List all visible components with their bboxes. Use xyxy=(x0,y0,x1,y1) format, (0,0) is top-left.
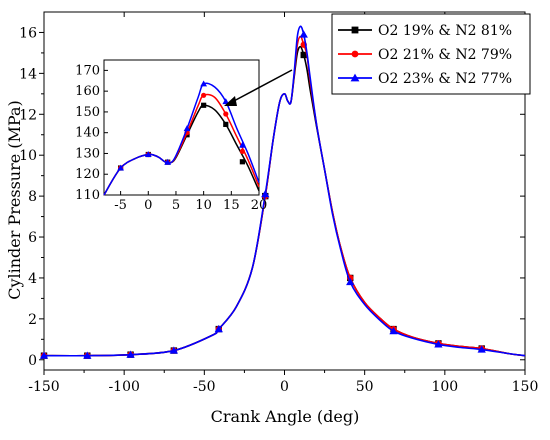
data-point xyxy=(83,351,92,359)
inset-data-point xyxy=(201,92,207,98)
inset-x-tick-label: 5 xyxy=(172,198,180,213)
main-series xyxy=(39,25,526,359)
x-tick-label: 150 xyxy=(512,379,539,395)
data-point xyxy=(477,345,486,353)
data-point xyxy=(346,277,355,286)
inset-x-tick-label: 20 xyxy=(251,198,268,213)
inset-data-point xyxy=(239,141,246,148)
inset-data-point xyxy=(239,148,245,154)
data-point xyxy=(261,189,270,198)
series-line xyxy=(43,25,526,357)
x-tick-label: -100 xyxy=(108,379,139,395)
inset-chart: -5 0 5 10 15 20 110 120 130 140 150 160 170 xyxy=(75,59,268,213)
data-point xyxy=(214,324,223,333)
y-tick-label: 2 xyxy=(28,312,37,328)
inset-x-tick-label: 0 xyxy=(144,198,152,213)
inset-frame xyxy=(103,59,260,196)
data-point xyxy=(169,346,179,354)
annotation-arrow xyxy=(224,69,293,106)
legend-marker xyxy=(351,26,359,34)
inset-series-line xyxy=(103,82,260,196)
inset-axes: -5 0 5 10 15 20 110 120 130 140 150 160 170 xyxy=(75,59,268,213)
inset-y-tick-label: 160 xyxy=(75,84,100,99)
y-axis-title: Cylinder Pressure (MPa) xyxy=(5,100,24,300)
inset-y-tick-label: 130 xyxy=(75,146,100,161)
inset-y-tick-label: 170 xyxy=(75,63,100,78)
inset-data-point xyxy=(201,102,207,108)
x-tick-label: 0 xyxy=(280,379,289,395)
inset-x-tick-label: 10 xyxy=(195,198,212,213)
legend-marker xyxy=(351,50,359,58)
legend-label: O2 23% & N2 77% xyxy=(378,71,512,87)
inset-y-tick-label: 140 xyxy=(75,126,100,141)
inset-y-tick-label: 150 xyxy=(75,105,100,120)
y-tick-label: 0 xyxy=(28,353,37,369)
legend-label: O2 21% & N2 79% xyxy=(378,47,512,63)
inset-data-point xyxy=(200,80,208,87)
y-tick-label: 12 xyxy=(19,107,37,123)
inset-data-point xyxy=(144,151,152,158)
legend-item-o2-19-n2-81: O2 19% & N2 81% xyxy=(338,23,512,39)
inset-series xyxy=(103,80,260,196)
y-tick-label: 10 xyxy=(19,148,37,164)
legend-item-o2-21-n2-79: O2 21% & N2 79% xyxy=(338,47,512,63)
inset-y-tick-label: 120 xyxy=(75,167,100,182)
x-tick-label: -150 xyxy=(28,379,59,395)
series-o2-23-n2-77 xyxy=(39,25,526,359)
inset-data-point xyxy=(183,125,191,132)
y-tick-label: 8 xyxy=(28,189,37,205)
x-axis-title: Crank Angle (deg) xyxy=(211,407,360,426)
inset-data-point xyxy=(223,121,229,127)
data-point xyxy=(126,350,135,358)
x-tick-label: -50 xyxy=(193,379,216,395)
data-point xyxy=(299,30,308,38)
inset-y-tick-label: 110 xyxy=(75,188,100,203)
arrow-shaft xyxy=(231,69,293,103)
data-point xyxy=(434,340,443,348)
legend-marker xyxy=(350,73,360,82)
x-tick-label: 100 xyxy=(431,379,458,395)
data-point xyxy=(300,51,307,59)
inset-x-tick-label: 15 xyxy=(223,198,240,213)
legend-label: O2 19% & N2 81% xyxy=(378,23,512,39)
x-tick-label: 50 xyxy=(356,379,374,395)
inset-series-o2-23-n2-77 xyxy=(103,80,260,196)
y-tick-label: 14 xyxy=(19,66,37,82)
y-tick-label: 6 xyxy=(28,230,37,246)
data-point xyxy=(389,326,398,335)
y-tick-label: 4 xyxy=(28,271,37,287)
arrow-head xyxy=(224,96,237,106)
inset-data-point xyxy=(223,111,229,117)
inset-data-point xyxy=(222,98,230,105)
inset-data-point xyxy=(239,159,245,165)
legend: O2 19% & N2 81% O2 21% & N2 79% O2 23% & N… xyxy=(331,13,531,95)
inset-data-point xyxy=(164,158,172,165)
inset-data-point xyxy=(117,164,124,171)
data-point xyxy=(39,351,49,359)
inset-x-tick-label: -5 xyxy=(114,198,127,213)
y-tick-label: 16 xyxy=(19,25,37,41)
legend-item-o2-23-n2-77: O2 23% & N2 77% xyxy=(338,71,512,87)
